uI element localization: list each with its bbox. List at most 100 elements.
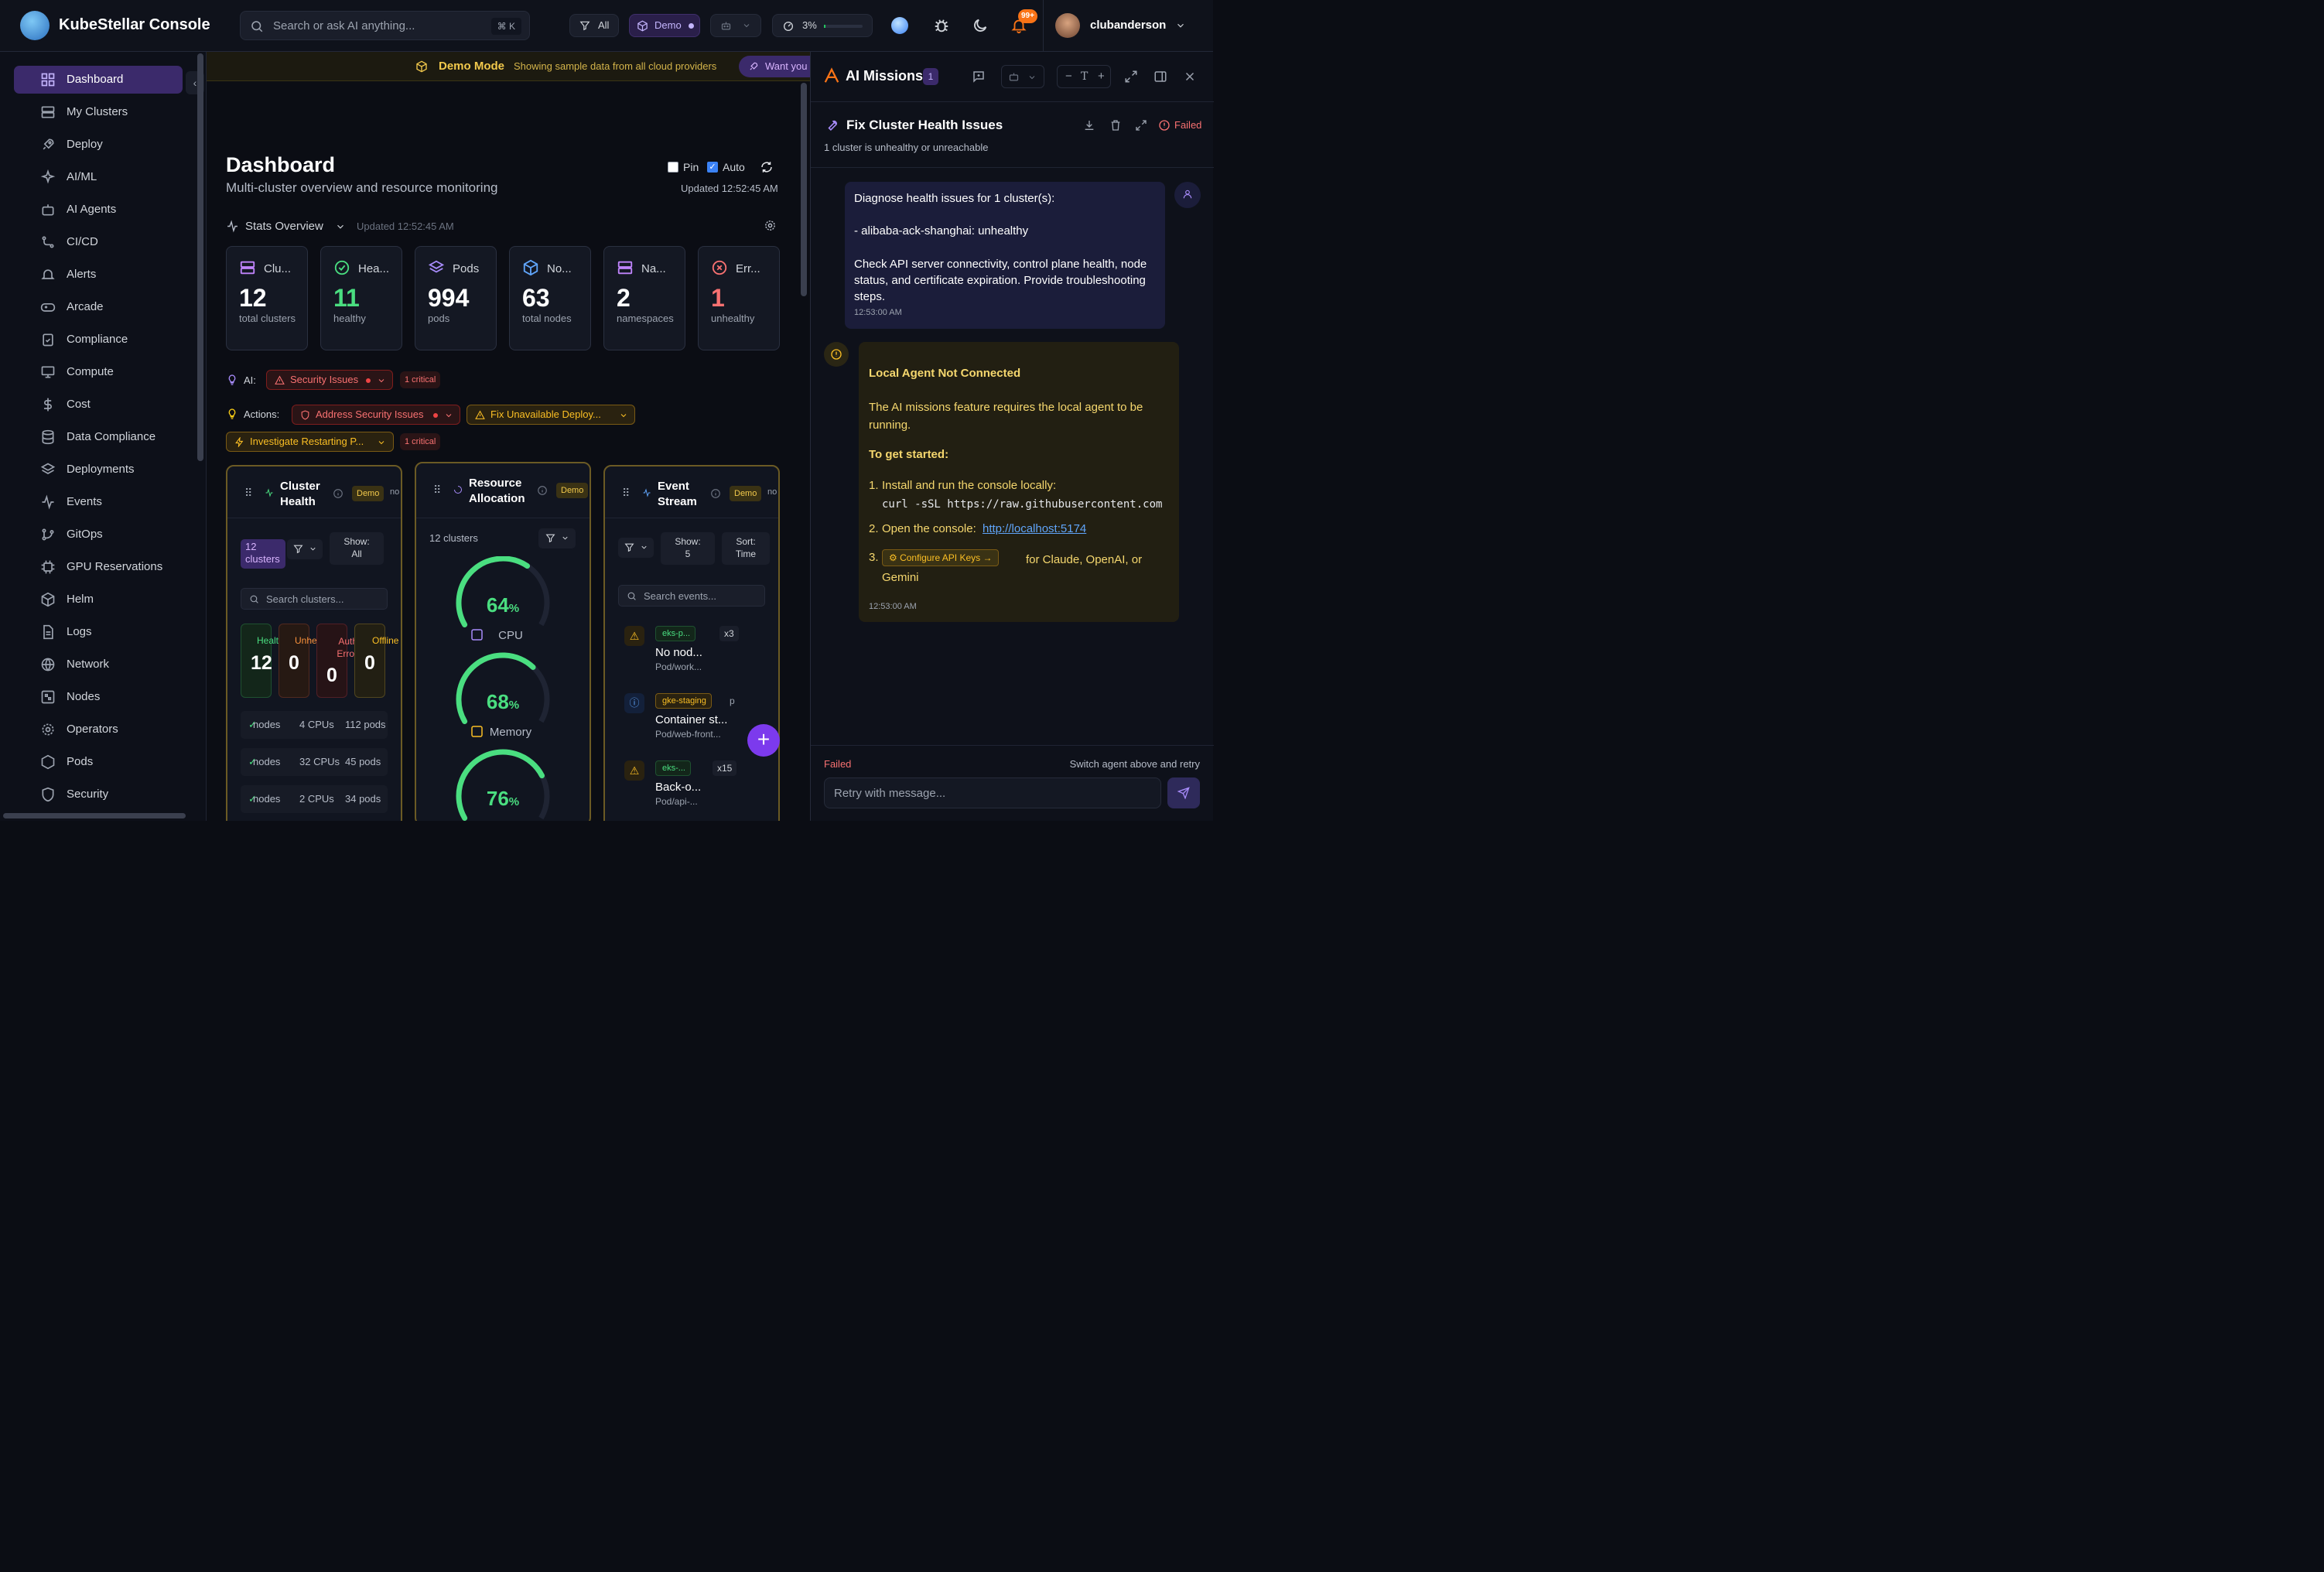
download-icon[interactable] [1083, 119, 1095, 132]
info-icon[interactable] [710, 488, 721, 499]
sidebar-item-logs[interactable]: Logs [14, 618, 183, 646]
gear-icon[interactable] [764, 219, 777, 232]
sidebar-item-helm[interactable]: Helm [14, 586, 183, 613]
info-icon[interactable] [537, 485, 548, 496]
drag-handle-icon[interactable]: ⠿ [244, 487, 253, 499]
list-item[interactable]: ⚠ eks-... x15 Back-o... Pod/api-... [618, 756, 765, 810]
sidebar-item-arcade[interactable]: Arcade [14, 293, 183, 321]
table-row[interactable]: ✓ nodes 4 CPUs 112 pods [241, 711, 388, 739]
increase-font-icon[interactable]: + [1098, 70, 1105, 83]
sidebar-item-ai-ml[interactable]: AI/ML [14, 163, 183, 191]
drag-handle-icon[interactable]: ⠿ [622, 487, 631, 499]
sidebar-item-data-compliance[interactable]: Data Compliance [14, 423, 183, 451]
chip-label: Fix Unavailable Deploy... [490, 408, 601, 420]
token-usage-indicator[interactable]: 3% [772, 14, 873, 37]
cluster-count: 12 clusters [429, 532, 478, 544]
configure-api-keys-button[interactable]: ⚙ Configure API Keys → [882, 549, 1000, 566]
stats-overview-toggle[interactable]: Stats Overview [245, 220, 323, 233]
agent-select-button[interactable] [710, 14, 761, 37]
font-size-controls[interactable]: − T + [1057, 65, 1111, 88]
dock-panel-icon[interactable] [1153, 70, 1167, 84]
global-search-input[interactable]: Search or ask AI anything... ⌘ K [240, 11, 530, 40]
chat-icon[interactable] [972, 70, 986, 84]
moon-icon[interactable] [972, 17, 989, 34]
sidebar-item-ai-agents[interactable]: AI Agents [14, 196, 183, 224]
user-menu-button[interactable]: clubanderson [1043, 0, 1213, 51]
list-item[interactable]: ⚠ eks-p... x3 No nod... Pod/work... [618, 621, 765, 675]
stat-card-clusters[interactable]: Clu... 12 total clusters [226, 246, 308, 350]
sidebar-item-events[interactable]: Events [14, 488, 183, 516]
banner-cta-button[interactable]: Want you [739, 56, 810, 77]
show-select[interactable]: Show: 5 [661, 532, 715, 565]
health-tile-auth-error[interactable]: Auth Error 0 [316, 624, 357, 698]
investigate-restarting-pods-chip[interactable]: Investigate Restarting P... [226, 432, 394, 452]
filter-all-button[interactable]: All [569, 14, 619, 37]
drag-handle-icon[interactable]: ⠿ [433, 484, 442, 496]
alert-triangle-icon [475, 410, 485, 419]
localhost-link[interactable]: http://localhost:5174 [983, 522, 1087, 535]
main-scrollbar[interactable] [801, 83, 807, 296]
sidebar-item-deploy[interactable]: Deploy [14, 131, 183, 159]
health-tile-healthy[interactable]: Healthy 12 [241, 624, 289, 698]
sidebar-item-operators[interactable]: Operators [14, 716, 183, 743]
auto-refresh-checkbox[interactable]: ✓ [707, 162, 718, 173]
bug-icon[interactable] [933, 17, 950, 34]
sidebar-item-gpu-reservations[interactable]: GPU Reservations [14, 553, 183, 581]
show-select[interactable]: Show: All [330, 532, 384, 565]
add-card-button[interactable]: + [747, 724, 780, 757]
health-tile-offline[interactable]: Offline 0 [354, 624, 398, 698]
stat-card-pods[interactable]: Pods 994 pods [415, 246, 497, 350]
sidebar-item-alerts[interactable]: Alerts [14, 261, 183, 289]
sidebar-item-cost[interactable]: Cost [14, 391, 183, 419]
app-title[interactable]: KubeStellar Console [59, 16, 210, 33]
stat-card-healthy[interactable]: Hea... 11 healthy [320, 246, 402, 350]
health-tile-unhealthy[interactable]: Unhealthy 0 [279, 624, 337, 698]
sidebar-scrollbar[interactable] [197, 53, 203, 461]
sidebar-item-pods[interactable]: Pods [14, 748, 183, 776]
agent-select-button[interactable] [1001, 65, 1044, 88]
ai-security-issues-chip[interactable]: Security Issues [266, 370, 393, 390]
cluster-search-input[interactable]: Search clusters... [241, 588, 388, 610]
address-security-issues-chip[interactable]: Address Security Issues [292, 405, 460, 425]
fix-unavailable-deploy-chip[interactable]: Fix Unavailable Deploy... [467, 405, 635, 425]
sidebar-item-dashboard[interactable]: Dashboard [14, 66, 183, 94]
alert-circle-icon [1159, 120, 1170, 131]
warning-icon: ⚠ [624, 760, 644, 781]
chevron-down-icon[interactable] [335, 221, 346, 232]
sort-select[interactable]: Sort: Time [722, 532, 770, 565]
sidebar-item-gitops[interactable]: GitOps [14, 521, 183, 548]
sidebar-item-my-clusters[interactable]: My Clusters [14, 98, 183, 126]
expand-icon[interactable] [1135, 119, 1147, 132]
sidebar-item-deployments[interactable]: Deployments [14, 456, 183, 484]
send-button[interactable] [1167, 777, 1200, 808]
code-command[interactable]: curl -sSL https://raw.githubusercontent.… [882, 498, 1163, 511]
stat-card-errors[interactable]: Err... 1 unhealthy [698, 246, 780, 350]
table-row[interactable]: ✓ nodes 32 CPUs 45 pods [241, 748, 388, 776]
sidebar-item-ci-cd[interactable]: CI/CD [14, 228, 183, 256]
retry-message-input[interactable]: Retry with message... [824, 777, 1161, 808]
filter-dropdown[interactable] [287, 539, 323, 559]
list-item[interactable]: ⓘ gke-staging p Container st... Pod/web-… [618, 689, 765, 743]
close-icon[interactable] [1183, 70, 1197, 84]
info-icon[interactable] [333, 488, 343, 499]
trash-icon[interactable] [1109, 119, 1122, 132]
decrease-font-icon[interactable]: − [1065, 70, 1072, 83]
sidebar-item-network[interactable]: Network [14, 651, 183, 678]
sidebar-horizontal-scrollbar[interactable] [3, 813, 186, 818]
filter-dropdown[interactable] [538, 528, 576, 548]
refresh-icon[interactable] [760, 160, 774, 174]
sidebar-item-security[interactable]: Security [14, 781, 183, 808]
stat-card-nodes[interactable]: No... 63 total nodes [509, 246, 591, 350]
kubestellar-logo-icon[interactable] [20, 11, 50, 40]
table-row[interactable]: ✓ nodes 2 CPUs 34 pods [241, 785, 388, 813]
filter-dropdown[interactable] [618, 538, 654, 558]
globe-icon[interactable] [891, 17, 908, 34]
demo-toggle-button[interactable]: Demo [629, 14, 700, 37]
sidebar-item-compliance[interactable]: Compliance [14, 326, 183, 354]
sidebar-item-compute[interactable]: Compute [14, 358, 183, 386]
pin-checkbox[interactable] [668, 162, 678, 173]
stat-card-namespaces[interactable]: Na... 2 namespaces [603, 246, 685, 350]
expand-icon[interactable] [1124, 70, 1138, 84]
sidebar-item-nodes[interactable]: Nodes [14, 683, 183, 711]
event-search-input[interactable]: Search events... [618, 585, 765, 607]
